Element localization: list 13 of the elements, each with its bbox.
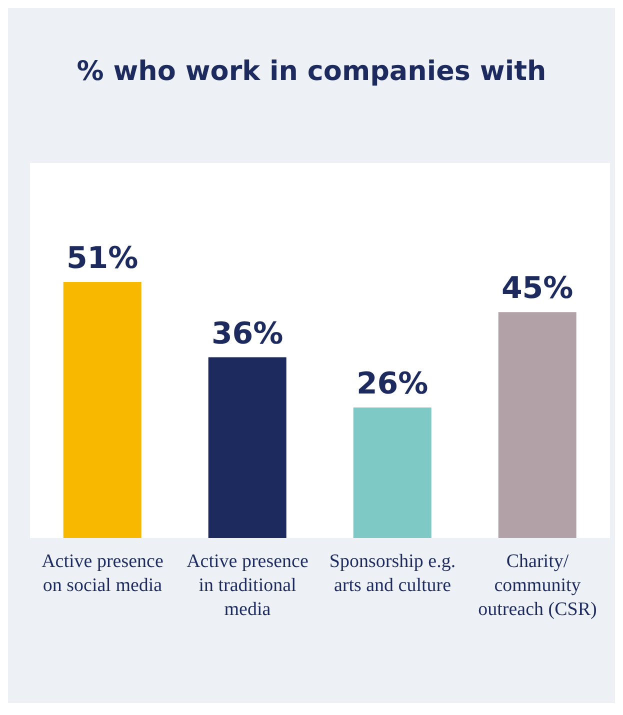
bar — [498, 312, 576, 538]
x-tick-label: Active presence in traditional media — [186, 550, 310, 622]
data-label: 45% — [501, 271, 574, 306]
bar — [208, 357, 286, 538]
data-label: 51% — [66, 241, 138, 276]
bar — [353, 407, 432, 538]
x-tick-label: Sponsorship e.g. arts and culture — [328, 550, 457, 598]
x-tick-label: Charity/ community outreach (CSR) — [477, 550, 598, 622]
x-tick-label: Active presence on social media — [40, 550, 164, 598]
chart-title: % who work in companies with — [76, 56, 548, 87]
data-label: 26% — [356, 366, 428, 402]
bar — [63, 282, 142, 538]
data-label: 36% — [211, 316, 284, 352]
